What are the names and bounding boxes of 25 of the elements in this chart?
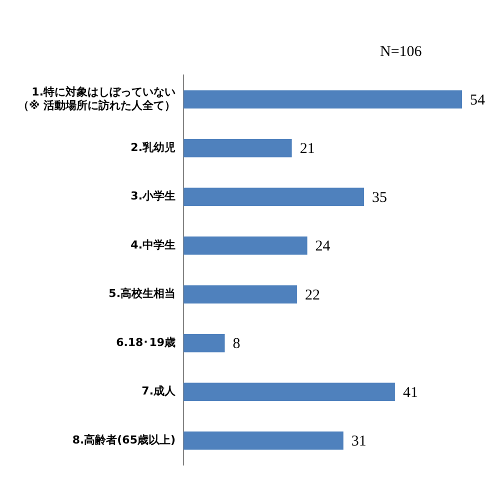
data-label: 22: [304, 287, 320, 304]
data-label: 41: [402, 384, 418, 401]
data-label: 54: [470, 92, 486, 108]
bar: [184, 431, 344, 450]
y-tick-label: 8.高齢者(65歳以上): [72, 433, 176, 446]
y-tick-label: 1.特に対象はしぼっていない（※ 活動場所に訪れた人全て）: [18, 86, 176, 112]
data-label: 24: [315, 238, 331, 255]
y-tick-label: 6.18･19歳: [116, 336, 176, 349]
bar: [184, 90, 462, 109]
y-tick-label: 2.乳幼児: [130, 140, 176, 154]
y-tick-label: 5.高校生相当: [108, 287, 176, 300]
y-tick-label: 7.成人: [142, 384, 177, 398]
data-label: 31: [351, 434, 366, 450]
data-label: 21: [300, 141, 315, 158]
bar: [184, 138, 292, 158]
bar: [184, 285, 297, 304]
y-tick-label: 4.中学生: [130, 238, 176, 252]
bar: [184, 382, 395, 402]
data-label: 8: [232, 336, 240, 352]
bar: [184, 188, 364, 206]
bar: [184, 334, 225, 352]
bar: [184, 236, 308, 255]
y-tick-label: 3.小学生: [130, 190, 176, 203]
data-label: 35: [372, 190, 388, 206]
text: N=106: [380, 44, 422, 60]
